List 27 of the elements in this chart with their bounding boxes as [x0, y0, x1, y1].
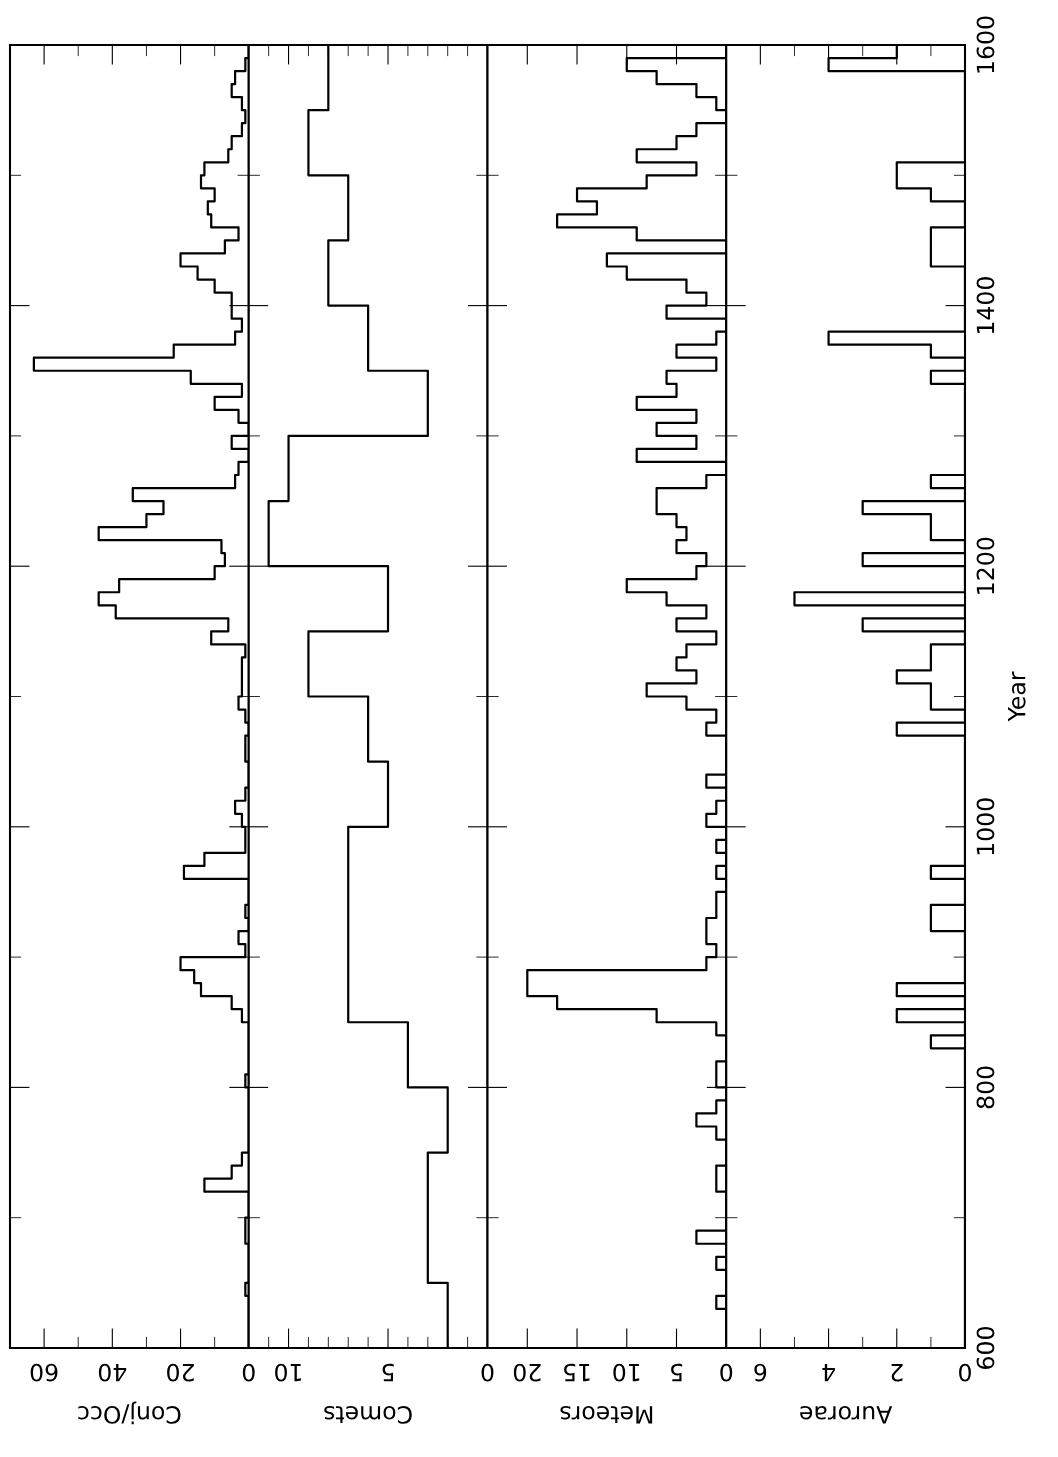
x-tick-label: 0	[959, 1363, 971, 1382]
x-tick-label: 5	[382, 1363, 394, 1382]
x-tick-label: 0	[720, 1363, 733, 1382]
x-tick-label: 6	[754, 1363, 767, 1382]
x-tick-label: 15	[564, 1363, 590, 1382]
x-axis-title: Comets	[324, 1405, 412, 1424]
y-axis-title: Year	[1008, 671, 1026, 722]
y-tick-label: 1400	[976, 277, 995, 334]
x-tick-label: 10	[613, 1363, 640, 1382]
x-tick-label: 2	[891, 1364, 903, 1382]
x-tick-label: 60	[30, 1363, 58, 1382]
x-axis-title: Meteors	[560, 1405, 653, 1424]
y-tick-label: 800	[976, 1066, 995, 1109]
y-tick-label: 1200	[976, 537, 995, 594]
x-tick-label: 0	[242, 1363, 255, 1382]
x-tick-label: 40	[98, 1363, 127, 1382]
x-axis-title: Conj/Occ	[78, 1401, 181, 1425]
x-tick-label: 0	[481, 1363, 494, 1382]
x-tick-label: 10	[275, 1363, 301, 1382]
x-tick-label: 4	[822, 1364, 835, 1382]
x-axis-title: Aurorae	[800, 1405, 893, 1424]
x-tick-label: 20	[513, 1363, 541, 1382]
x-tick-label: 5	[671, 1363, 683, 1382]
y-tick-label: 1000	[976, 798, 995, 855]
y-tick-label: 600	[976, 1327, 995, 1369]
y-tick-label: 1600	[976, 16, 995, 73]
x-tick-label: 20	[167, 1363, 194, 1382]
